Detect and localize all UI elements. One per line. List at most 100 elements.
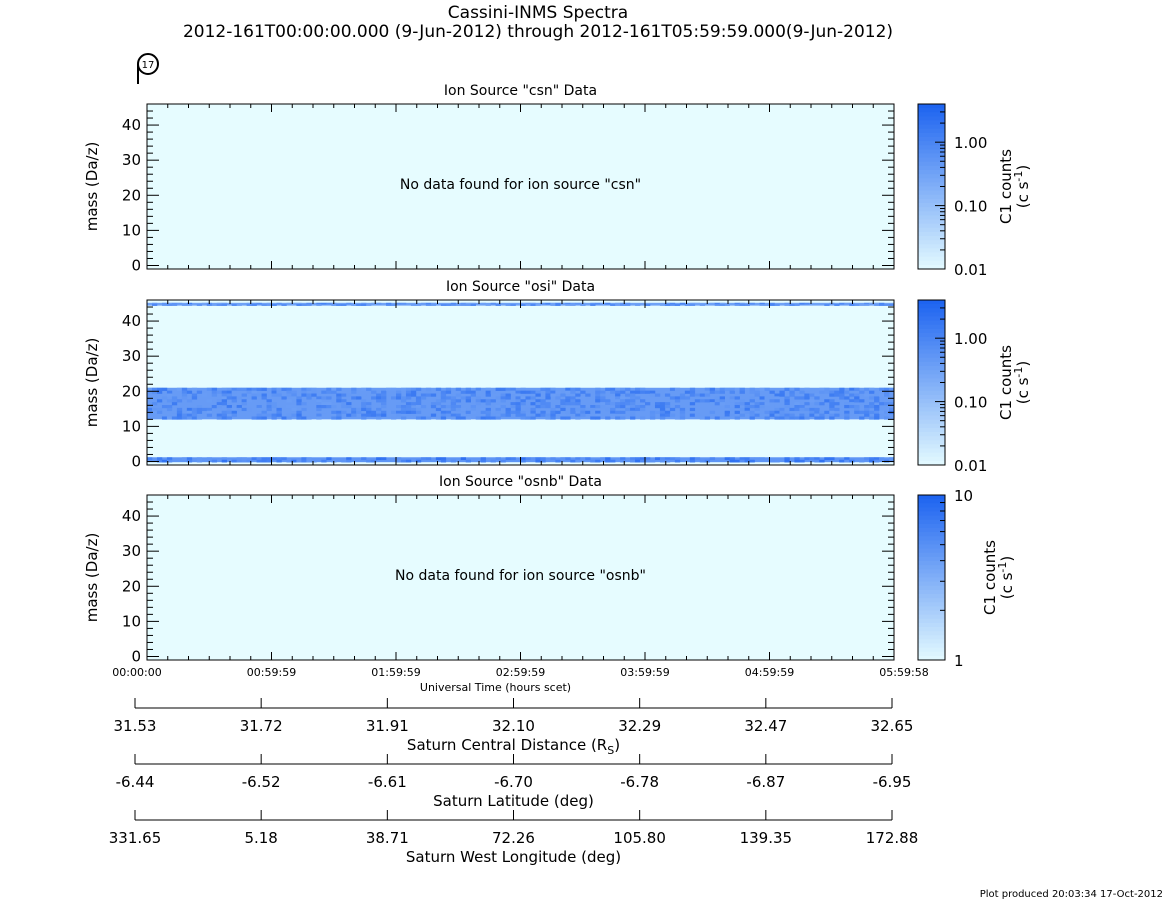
y-tick-label: 0 — [131, 647, 141, 665]
band-cell — [381, 393, 387, 397]
band-cell — [630, 416, 636, 420]
band-cell — [525, 396, 531, 400]
band-cell — [161, 459, 168, 463]
band-cell — [485, 407, 491, 412]
band-cell — [221, 413, 227, 417]
band-cell — [590, 302, 596, 305]
band-cell — [425, 304, 432, 306]
band-cell — [415, 399, 422, 403]
band-cell — [550, 416, 556, 420]
band-cell — [321, 405, 327, 409]
band-cell — [874, 459, 880, 463]
band-cell — [510, 457, 516, 461]
band-cell — [316, 399, 322, 403]
band-cell — [704, 390, 711, 394]
band-cell — [371, 410, 377, 414]
band-cell — [420, 302, 427, 305]
band-cell — [351, 396, 357, 400]
band-cell — [739, 413, 745, 417]
panel-title: Ion Source "csn" Data — [444, 83, 597, 99]
colorbar-units-exp: -1 — [996, 562, 1009, 573]
band-cell — [869, 416, 875, 420]
band-cell — [739, 402, 745, 406]
band-cell — [605, 302, 611, 305]
band-cell — [635, 387, 641, 391]
aux-label-sub: S — [607, 744, 614, 757]
aux-tick-label: -6.70 — [494, 773, 533, 791]
band-cell — [610, 413, 616, 417]
band-cell — [679, 302, 686, 305]
band-cell — [261, 396, 267, 400]
band-cell — [316, 402, 322, 406]
y-tick-label: 30 — [122, 151, 141, 169]
band-cell — [381, 396, 387, 400]
band-cell — [565, 410, 571, 414]
band-cell — [659, 410, 666, 414]
band-cell — [306, 304, 312, 306]
band-cell — [645, 459, 651, 463]
band-cell — [455, 387, 462, 391]
band-cell — [764, 410, 770, 414]
band-cell — [231, 396, 237, 400]
band-cell — [346, 459, 352, 463]
band-cell — [859, 399, 865, 403]
band-cell — [664, 459, 671, 463]
band-cell — [630, 410, 636, 414]
band-cell — [869, 387, 875, 391]
band-cell — [166, 390, 173, 394]
colorbar-units: (c s-1) — [996, 556, 1016, 600]
plot-produced-note: Plot produced 20:03:34 17-Oct-2012 — [980, 889, 1163, 900]
colorbar-step — [918, 552, 945, 558]
time-tick-label: 00:59:59 — [247, 666, 296, 679]
band-cell — [630, 390, 636, 394]
band-cell — [719, 402, 725, 406]
band-cell — [545, 396, 551, 400]
band-cell — [286, 399, 292, 403]
band-cell — [674, 459, 681, 463]
band-cell — [719, 390, 725, 394]
band-cell — [470, 407, 476, 412]
band-cell — [211, 405, 218, 409]
band-cell — [400, 405, 407, 409]
band-cell — [430, 405, 437, 409]
band-cell — [396, 457, 402, 461]
band-cell — [754, 457, 760, 461]
band-cell — [256, 302, 262, 305]
band-cell — [854, 407, 860, 412]
band-cell — [495, 416, 501, 420]
band-cell — [729, 413, 735, 417]
band-cell — [371, 302, 377, 305]
band-cell — [575, 302, 581, 305]
band-cell — [570, 387, 576, 391]
band-cell — [734, 387, 740, 391]
band-cell — [664, 393, 671, 397]
band-cell — [784, 457, 790, 461]
band-cell — [525, 416, 531, 420]
band-cell — [400, 399, 407, 403]
band-cell — [560, 457, 566, 461]
band-cell — [510, 405, 516, 409]
band-cell — [640, 457, 646, 461]
band-cell — [151, 390, 158, 394]
band-cell — [590, 410, 596, 414]
band-cell — [849, 402, 855, 406]
band-cell — [376, 399, 382, 403]
band-cell — [186, 302, 193, 305]
band-cell — [615, 396, 621, 400]
colorbar-step — [918, 248, 945, 254]
band-cell — [630, 413, 636, 417]
band-cell — [620, 304, 626, 306]
band-cell — [874, 416, 880, 420]
band-cell — [470, 390, 476, 394]
band-cell — [844, 405, 850, 409]
aux-tick-label: 331.65 — [109, 829, 162, 847]
band-cell — [480, 302, 486, 305]
colorbar-step — [918, 581, 945, 587]
band-cell — [151, 410, 158, 414]
band-cell — [759, 405, 765, 409]
figure-subtitle: 2012-161T00:00:00.000 (9-Jun-2012) throu… — [183, 22, 893, 42]
band-cell — [809, 399, 815, 403]
band-cell — [694, 457, 701, 461]
band-cell — [241, 393, 247, 397]
band-cell — [610, 387, 616, 391]
